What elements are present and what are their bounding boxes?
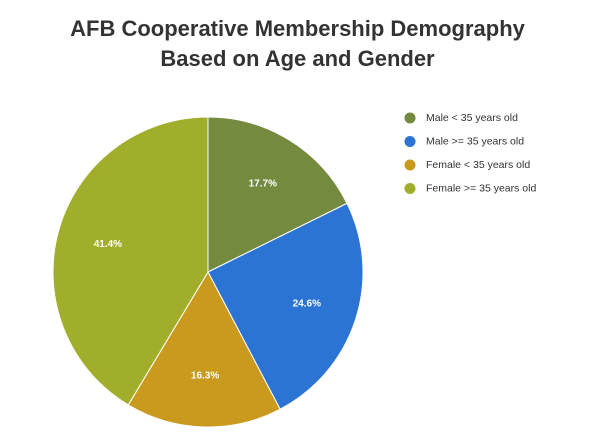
pie-slice-1 [207, 116, 348, 273]
slice-value-label-3: 16.3% [191, 370, 219, 381]
chart-title-line-2: Based on Age and Gender [160, 46, 435, 71]
chart-title-line-1: AFB Cooperative Membership Demography [70, 16, 525, 41]
legend-label-4: Female >= 35 years old [426, 182, 536, 194]
slice-value-label-4: 41.4% [94, 239, 122, 250]
legend-label-1: Male < 35 years old [426, 112, 518, 124]
legend-swatch-1 [404, 112, 416, 124]
chart-title: AFB Cooperative Membership Demography Ba… [0, 14, 595, 74]
slice-value-label-1: 17.7% [249, 178, 277, 189]
legend-label-2: Male >= 35 years old [426, 135, 524, 147]
pie-slice-2 [207, 202, 364, 410]
legend-swatch-2 [404, 136, 416, 147]
slice-value-label-2: 24.6% [293, 299, 321, 310]
legend-label-3: Female < 35 years old [426, 159, 530, 171]
pie-slice-labels: 17.7% 24.6% 16.3% 41.4% [94, 178, 321, 381]
chart-legend: Male < 35 years old Male >= 35 years old F… [404, 112, 536, 194]
pie-slices [52, 116, 364, 428]
legend-swatch-4 [404, 183, 416, 194]
legend-swatch-3 [404, 159, 416, 171]
pie-slice-3 [127, 270, 281, 428]
pie-slice-4 [52, 116, 209, 406]
